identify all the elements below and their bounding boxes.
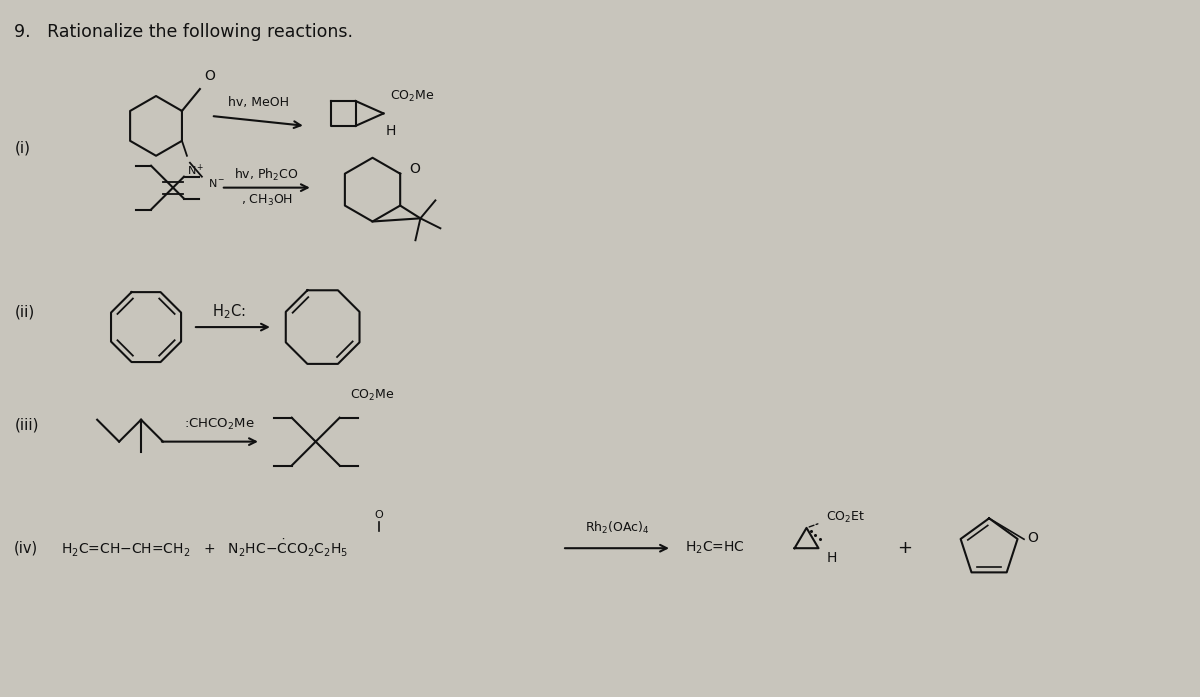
Text: hv, Ph$_2$CO: hv, Ph$_2$CO bbox=[234, 167, 299, 183]
Text: CO$_2$Me: CO$_2$Me bbox=[349, 388, 394, 404]
Text: $\mathsf{N^-}$: $\mathsf{N^-}$ bbox=[208, 176, 226, 189]
Text: H$_2$C:: H$_2$C: bbox=[212, 302, 246, 321]
Text: 9.   Rationalize the following reactions.: 9. Rationalize the following reactions. bbox=[14, 23, 353, 41]
Text: O: O bbox=[204, 69, 215, 83]
Text: $\mathsf{N^+}$: $\mathsf{N^+}$ bbox=[187, 162, 204, 178]
Text: (iv): (iv) bbox=[13, 541, 37, 556]
Text: O: O bbox=[409, 162, 420, 176]
Text: hv, MeOH: hv, MeOH bbox=[228, 96, 289, 109]
Text: H$_2$C=CH$-$CH=CH$_2$   +   N$_2$HC$-\dot{\mathrm{C}}$CO$_2$C$_2$H$_5$: H$_2$C=CH$-$CH=CH$_2$ + N$_2$HC$-\dot{\m… bbox=[61, 537, 348, 559]
Text: H$_2$C=HC: H$_2$C=HC bbox=[685, 540, 745, 556]
Text: (i): (i) bbox=[14, 140, 30, 155]
Text: Rh$_2$(OAc)$_4$: Rh$_2$(OAc)$_4$ bbox=[584, 520, 649, 536]
Text: H: H bbox=[827, 551, 836, 565]
Text: (iii): (iii) bbox=[14, 418, 38, 432]
Text: O: O bbox=[1027, 530, 1038, 545]
Text: , CH$_3$OH: , CH$_3$OH bbox=[241, 193, 293, 208]
Text: H: H bbox=[385, 124, 396, 138]
Text: CO$_2$Me: CO$_2$Me bbox=[390, 89, 436, 104]
Text: :CHCO$_2$Me: :CHCO$_2$Me bbox=[184, 417, 254, 432]
Text: +: + bbox=[896, 539, 912, 557]
Text: (ii): (ii) bbox=[14, 305, 35, 320]
Text: O: O bbox=[374, 510, 383, 521]
Text: CO$_2$Et: CO$_2$Et bbox=[827, 510, 865, 526]
